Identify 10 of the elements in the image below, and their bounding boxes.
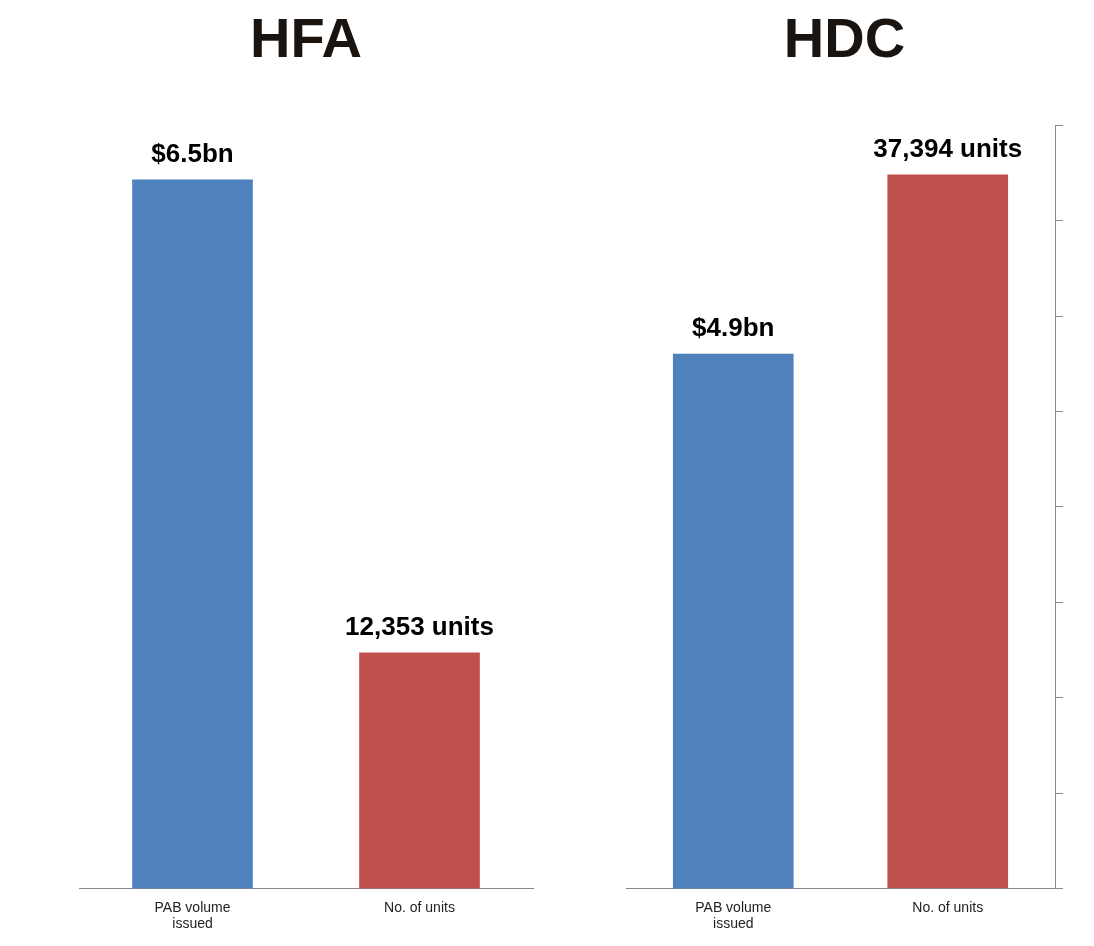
x-tick-label: PAB volume issued bbox=[154, 898, 231, 932]
chart-title: HFA bbox=[250, 6, 362, 70]
x-tick-label: No. of units bbox=[384, 898, 455, 915]
data-label: $6.5bn bbox=[151, 137, 234, 168]
chart-title: HDC bbox=[783, 6, 906, 70]
data-label: 12,353 units bbox=[345, 610, 494, 641]
x-tick-label: PAB volume issued bbox=[695, 898, 772, 932]
x-tick-label: No. of units bbox=[912, 898, 984, 915]
data-label: $4.9bn bbox=[692, 312, 775, 343]
data-label: 37,394 units bbox=[873, 133, 1023, 164]
